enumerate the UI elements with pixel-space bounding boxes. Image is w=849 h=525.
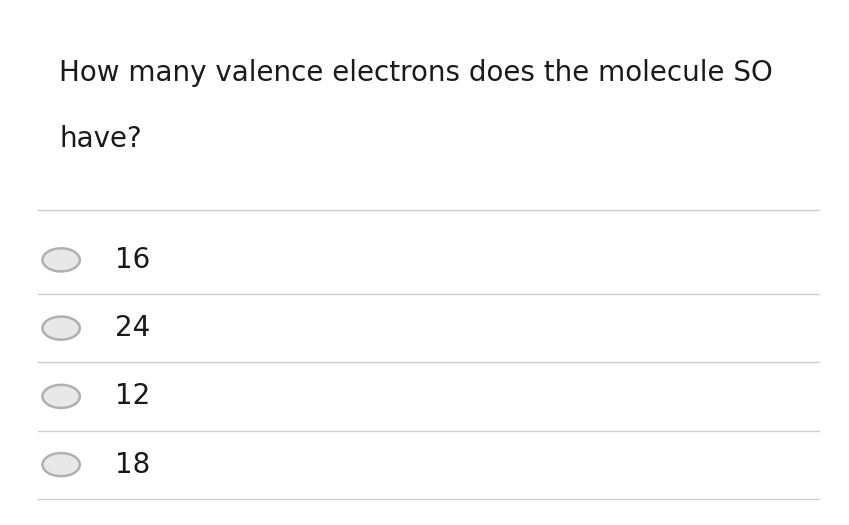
Text: 24: 24 bbox=[115, 314, 150, 342]
Text: 18: 18 bbox=[115, 450, 150, 479]
Text: 12: 12 bbox=[115, 382, 150, 411]
Circle shape bbox=[42, 453, 80, 476]
Circle shape bbox=[42, 385, 80, 408]
Circle shape bbox=[42, 248, 80, 271]
Text: How many valence electrons does the molecule SO: How many valence electrons does the mole… bbox=[59, 59, 773, 87]
Circle shape bbox=[42, 317, 80, 340]
Text: 16: 16 bbox=[115, 246, 150, 274]
Text: have?: have? bbox=[59, 125, 142, 153]
